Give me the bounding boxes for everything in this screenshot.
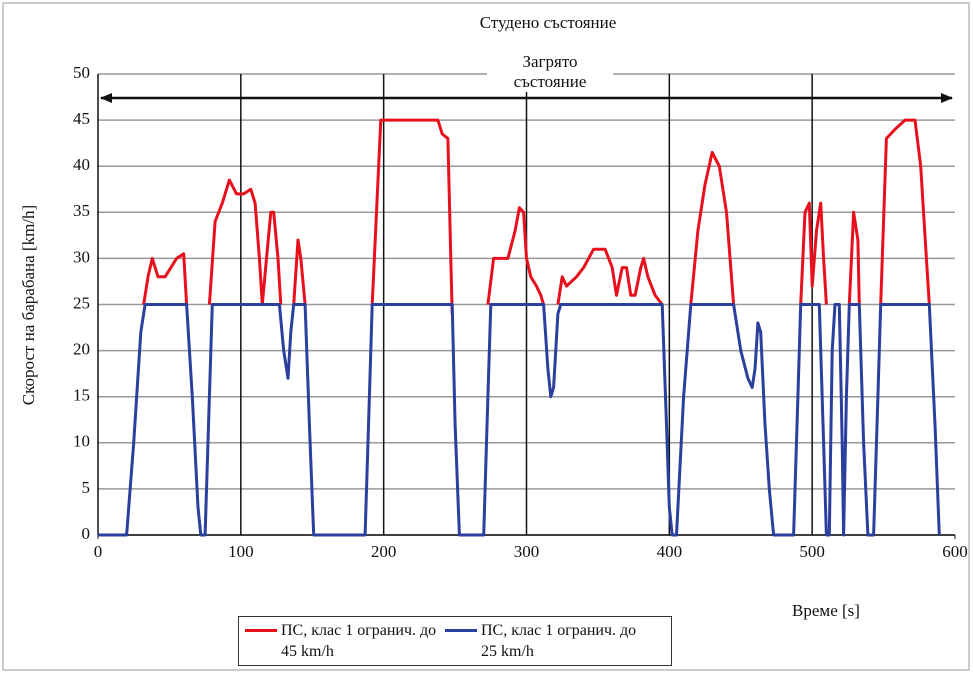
data-line <box>142 118 931 314</box>
y-tick-label: 30 <box>73 247 90 266</box>
y-axis-label: Скорост на барабана [km/h] <box>19 205 38 405</box>
annotation: Загрято състояние <box>487 52 613 92</box>
y-tick-label: 45 <box>73 109 90 128</box>
legend-swatch <box>245 629 277 632</box>
x-tick-label: 100 <box>228 542 254 561</box>
legend-label: ПС, клас 1 огранич. до 25 km/h <box>481 622 637 660</box>
y-tick-label: 15 <box>73 386 90 405</box>
legend-entry: ПС, клас 1 огранич. до 25 km/h <box>445 620 656 662</box>
y-tick-label: 0 <box>82 524 91 543</box>
x-axis-label: Време [s] <box>792 601 860 620</box>
legend-swatch <box>445 629 477 632</box>
x-tick-label: 400 <box>657 542 683 561</box>
y-tick-label: 50 <box>73 63 90 82</box>
x-tick-label: 300 <box>514 542 540 561</box>
y-tick-label: 35 <box>73 201 90 220</box>
data-line <box>98 303 941 537</box>
y-tick-label: 10 <box>73 432 90 451</box>
y-tick-label: 40 <box>73 155 90 174</box>
legend: ПС, клас 1 огранич. до 45 km/h ПС, клас 1… <box>238 616 672 666</box>
x-tick-label: 500 <box>799 542 825 561</box>
x-tick-label: 200 <box>371 542 397 561</box>
legend-label: ПС, клас 1 огранич. до 45 km/h <box>281 622 437 660</box>
x-tick-label: 0 <box>94 542 103 561</box>
chart-title: Студено състояние <box>480 13 617 32</box>
y-tick-label: 5 <box>82 478 91 497</box>
y-tick-label: 20 <box>73 340 90 359</box>
legend-entry: ПС, клас 1 огранич. до 45 km/h <box>245 620 456 662</box>
y-tick-label: 25 <box>73 293 90 312</box>
x-tick-label: 600 <box>942 542 968 561</box>
